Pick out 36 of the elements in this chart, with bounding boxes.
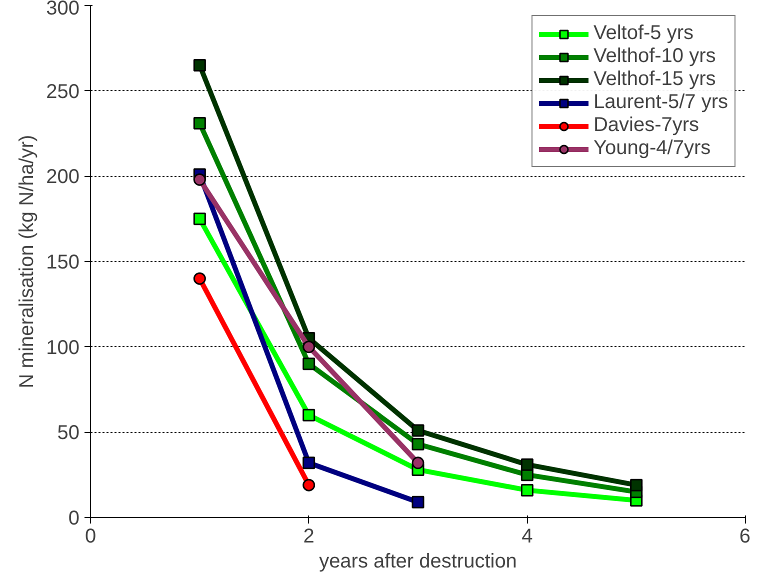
point xyxy=(412,456,424,470)
legend-label: Davies-7yrs xyxy=(593,114,700,137)
point xyxy=(193,58,206,72)
legend-label: Velthof-15 yrs xyxy=(593,68,716,91)
x-tick-label: 0 xyxy=(84,526,96,548)
point xyxy=(193,117,206,130)
point xyxy=(302,408,316,422)
y-tick-label: 250 xyxy=(46,80,80,103)
legend-label: Veltof-5 yrs xyxy=(593,22,694,45)
legend-label: Young-4/7yrs xyxy=(593,137,711,160)
point xyxy=(302,358,316,370)
y-tick-label: 50 xyxy=(57,422,80,444)
y-tick-label: 0 xyxy=(68,508,80,530)
point xyxy=(302,340,316,354)
y-tick-label: 150 xyxy=(46,252,80,274)
point xyxy=(302,478,316,492)
x-tick-label: 2 xyxy=(303,526,314,548)
point xyxy=(193,272,206,285)
y-axis-title: N mineralisation (kg N/ha/yr) xyxy=(16,134,38,388)
y-tick-label: 200 xyxy=(46,166,80,188)
x-tick-label: 6 xyxy=(739,526,750,548)
point xyxy=(520,458,534,471)
point xyxy=(412,496,424,508)
legend-label: Velthof-10 yrs xyxy=(593,45,716,68)
x-axis-title: years after destruction xyxy=(319,550,517,572)
y-tick-label: 100 xyxy=(46,336,80,359)
point xyxy=(302,456,316,470)
point xyxy=(193,212,206,226)
point xyxy=(193,173,206,186)
point xyxy=(630,478,643,492)
legend-label: Laurent-5/7 yrs xyxy=(593,91,728,114)
point xyxy=(520,484,534,496)
point xyxy=(412,438,424,450)
x-tick-label: 4 xyxy=(522,526,533,548)
point xyxy=(412,424,424,437)
y-tick-label: 300 xyxy=(46,0,80,20)
